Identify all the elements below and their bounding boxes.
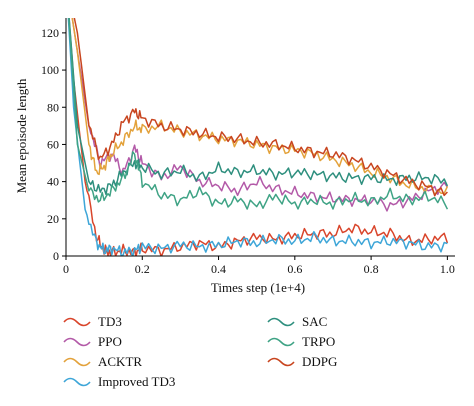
- y-tick-label: 100: [41, 63, 59, 77]
- y-tick-label: 120: [41, 26, 59, 40]
- legend-label: Improved TD3: [98, 374, 175, 389]
- y-tick-label: 80: [47, 100, 59, 114]
- legend-label: SAC: [302, 314, 327, 329]
- series-line-td3: [68, 18, 449, 256]
- legend-swatch: [63, 377, 91, 387]
- legend-label: TD3: [98, 314, 122, 329]
- series-line-sac: [68, 18, 449, 196]
- x-tick-label: 0.4: [211, 262, 226, 276]
- x-axis-title: Times step (1e+4): [211, 280, 305, 295]
- plot-lines: [67, 18, 449, 256]
- legend-swatch: [63, 317, 91, 327]
- legend-swatch: [63, 357, 91, 367]
- legend-swatch: [267, 337, 295, 347]
- legend: TD3 PPO ACKTR Improved TD3 SAC TRPO DDPG: [0, 300, 474, 400]
- legend-label: TRPO: [302, 334, 335, 349]
- y-axis-title: Mean epoisode length: [14, 78, 29, 193]
- x-tick-label: 1.0: [440, 262, 455, 276]
- y-tick-label: 60: [47, 137, 59, 151]
- legend-label: ACKTR: [98, 354, 142, 369]
- x-tick-label: 0.6: [287, 262, 302, 276]
- legend-swatch: [267, 317, 295, 327]
- x-tick-label: 0.8: [364, 262, 379, 276]
- legend-label: DDPG: [302, 354, 337, 369]
- legend-svg: TD3 PPO ACKTR Improved TD3 SAC TRPO DDPG: [63, 314, 337, 389]
- series-line-acktr: [71, 18, 449, 196]
- legend-label: PPO: [98, 334, 122, 349]
- y-tick-label: 0: [53, 249, 59, 263]
- axes: 0 20 40 60 80 100 120 0 0.2 0.4 0.6 0.8 1.0: [41, 18, 455, 276]
- legend-swatch: [63, 337, 91, 347]
- series-line-trpo: [68, 18, 449, 210]
- series-line-improved-td3: [67, 18, 448, 256]
- y-tick-label: 20: [47, 212, 59, 226]
- legend-swatch: [267, 357, 295, 367]
- x-tick-label: 0.2: [135, 262, 150, 276]
- chart-svg: 0 20 40 60 80 100 120 0 0.2 0.4 0.6 0.8 1.0 Times st…: [14, 18, 455, 295]
- x-tick-label: 0: [63, 262, 69, 276]
- y-tick-label: 40: [47, 175, 59, 189]
- series-line-ddpg: [73, 18, 448, 197]
